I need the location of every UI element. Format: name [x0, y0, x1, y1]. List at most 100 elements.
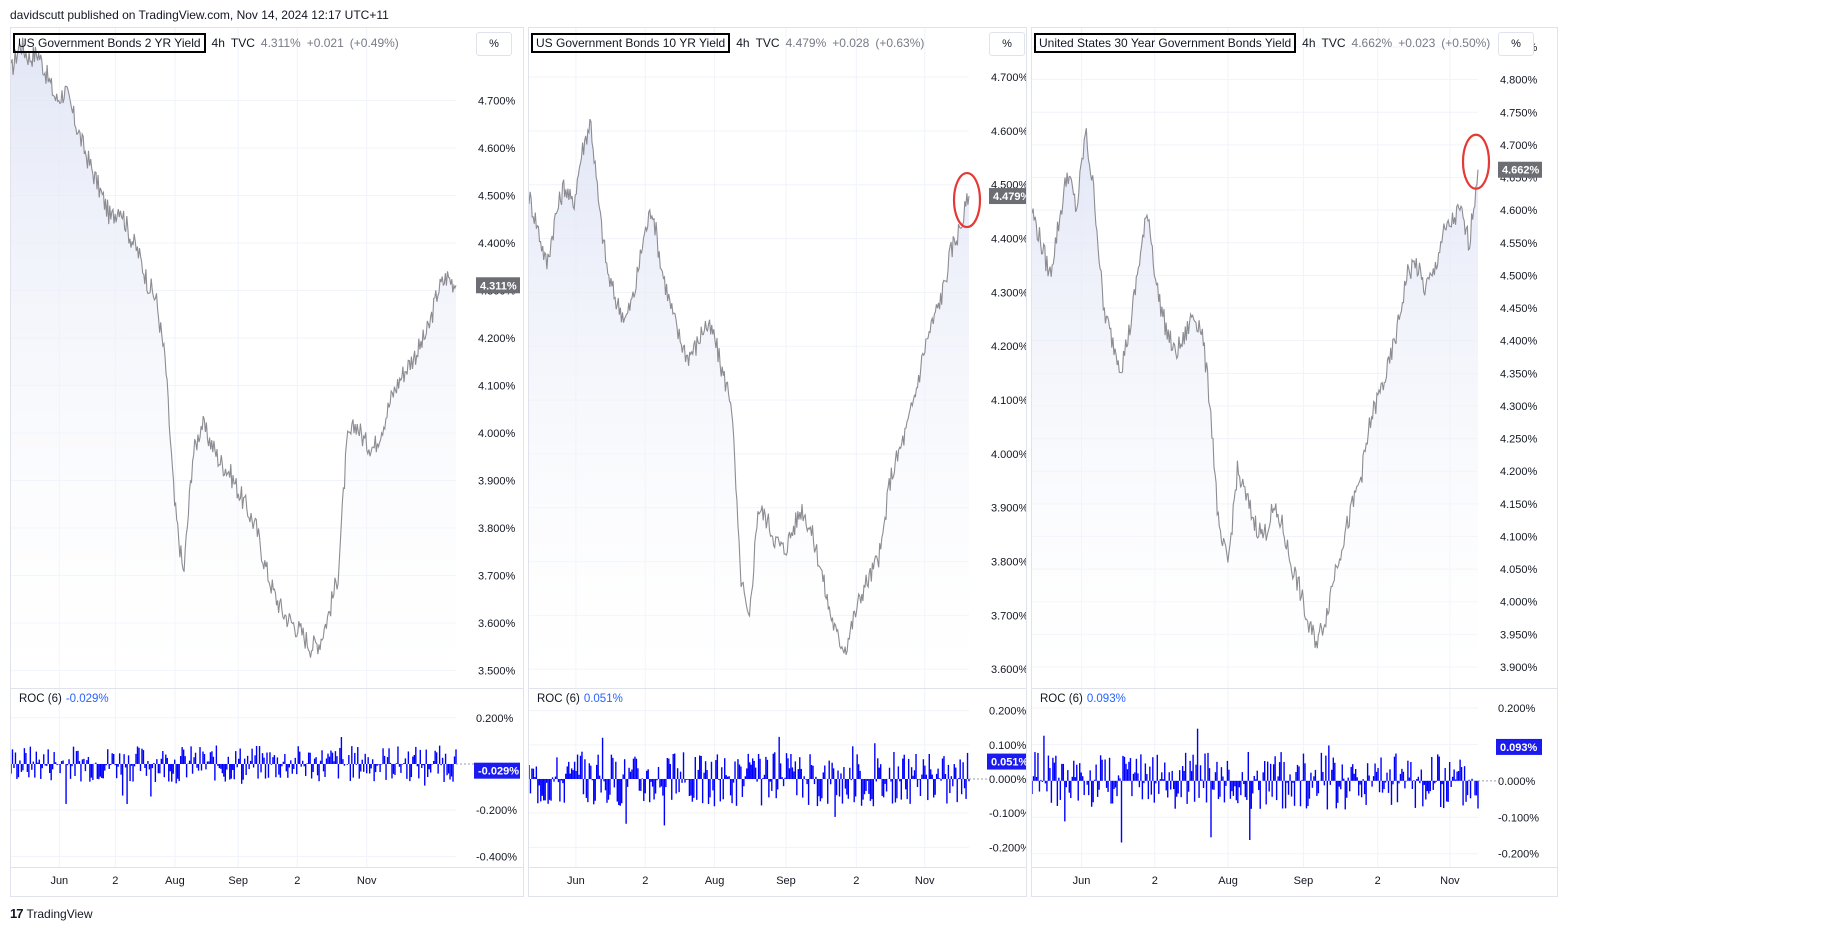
x-tick-label: Nov [357, 875, 377, 887]
roc-chart-svg: 0.200% -0.200% -0.400% -0.029% [10, 689, 520, 867]
price-area [1032, 128, 1478, 680]
symbol-title[interactable]: US Government Bonds 10 YR Yield [531, 33, 731, 53]
last-price-label: 4.311% [480, 280, 517, 292]
roc-tick-label: 0.100% [989, 740, 1026, 752]
roc-value-label: -0.029% [478, 766, 519, 778]
y-tick-label: 3.950% [1500, 629, 1538, 641]
roc-label: ROC (6) [537, 693, 580, 705]
y-tick-label: 4.150% [1500, 499, 1538, 511]
price-pane[interactable]: 4.700%4.600%4.500%4.400%4.300%4.200%4.10… [10, 28, 523, 689]
chart-panel[interactable]: 4.700%4.600%4.500%4.400%4.300%4.200%4.10… [10, 27, 524, 897]
price-pane[interactable]: 4.850%4.800%4.750%4.700%4.650%4.600%4.55… [1031, 28, 1557, 689]
price-line [10, 37, 457, 658]
y-tick-label: 4.100% [478, 381, 516, 393]
y-tick-label: 3.700% [991, 610, 1026, 622]
x-tick-label: 2 [853, 875, 859, 887]
change-value: +0.023 [1398, 36, 1436, 50]
roc-value: 0.093% [1086, 693, 1126, 705]
y-tick-label: 3.900% [1500, 662, 1538, 674]
source-label: TVC [755, 36, 780, 50]
y-tick-label: 4.700% [991, 72, 1026, 84]
interval-label: 4h [211, 36, 225, 50]
y-tick-label: 4.600% [991, 126, 1026, 138]
y-tick-label: 4.550% [1500, 238, 1538, 250]
change-value: +0.021 [306, 36, 344, 50]
series-legend[interactable]: US Government Bonds 10 YR Yield 4h TVC 4.47… [531, 33, 924, 53]
last-price-label: 4.479% [993, 191, 1026, 203]
published-line: davidscutt published on TradingView.com,… [10, 8, 389, 22]
chart-panel[interactable]: 4.850%4.800%4.750%4.700%4.650%4.600%4.55… [1031, 27, 1558, 897]
percent-scale-button[interactable]: % [989, 32, 1025, 56]
y-tick-label: 4.200% [1500, 466, 1538, 478]
interval-label: 4h [736, 36, 750, 50]
roc-value-label-bg [474, 762, 520, 779]
x-tick-label: Jun [567, 875, 585, 887]
x-tick-label: Aug [1218, 875, 1238, 887]
highlight-circle [952, 171, 982, 229]
y-tick-label: 4.600% [1500, 205, 1538, 217]
last-price-label-bg [476, 277, 520, 294]
last-value: 4.662% [1351, 36, 1393, 50]
roc-pane[interactable]: 0.200% 0.100% 0.000% -0.100% -0.200% 0.051% RO… [528, 689, 1033, 868]
symbol-title[interactable]: US Government Bonds 2 YR Yield [13, 33, 206, 53]
x-tick-label: Jun [50, 875, 68, 887]
x-tick-label: Sep [1294, 875, 1314, 887]
y-tick-label: 4.750% [1500, 107, 1538, 119]
y-tick-label: 4.400% [991, 234, 1026, 246]
y-tick-label: 3.700% [478, 571, 516, 583]
x-tick-label: Sep [228, 875, 248, 887]
last-value: 4.311% [260, 36, 301, 50]
y-tick-label: 4.500% [478, 191, 516, 203]
roc-legend[interactable]: ROC (6) 0.051% [537, 693, 623, 705]
change-percent: (+0.63%) [875, 36, 925, 50]
price-chart-svg: 4.700%4.600%4.500%4.400%4.300%4.200%4.10… [10, 28, 520, 688]
y-tick-label: 4.000% [991, 449, 1026, 461]
chart-panel[interactable]: 4.700%4.600%4.500%4.400%4.300%4.200%4.10… [528, 27, 1033, 897]
y-tick-label: 3.600% [991, 664, 1026, 676]
time-axis[interactable]: Jun 2 Aug Sep 2 Nov [529, 868, 1026, 896]
symbol-title[interactable]: United States 30 Year Government Bonds Y… [1034, 33, 1297, 53]
roc-label: ROC (6) [1040, 693, 1083, 705]
time-axis[interactable]: Jun 2 Aug Sep 2 Nov [11, 868, 523, 896]
time-axis-svg: Jun 2 Aug Sep 2 Nov [50, 875, 377, 887]
roc-legend[interactable]: ROC (6) -0.029% [19, 693, 109, 705]
y-tick-label: 4.050% [1500, 564, 1538, 576]
y-tick-label: 4.700% [1500, 140, 1538, 152]
footer-brand[interactable]: 17 TradingView [10, 906, 93, 921]
y-tick-label: 3.500% [478, 666, 516, 678]
roc-value: -0.029% [65, 693, 109, 705]
roc-value-label-bg [987, 753, 1033, 770]
y-tick-label: 4.450% [1500, 303, 1538, 315]
y-tick-label: 4.250% [1500, 434, 1538, 446]
roc-pane[interactable]: 0.200% -0.200% -0.400% -0.029% ROC (6) -0.029… [10, 689, 523, 868]
x-tick-label: Nov [1440, 875, 1460, 887]
price-pane[interactable]: 4.700%4.600%4.500%4.400%4.300%4.200%4.10… [528, 28, 1033, 689]
roc-pane[interactable]: 0.200%0.100%0.000%-0.100%-0.200%0.093%RO… [1031, 689, 1557, 868]
series-legend[interactable]: United States 30 Year Government Bonds Y… [1034, 33, 1490, 53]
roc-chart-svg: 0.200% 0.100% 0.000% -0.100% -0.200% 0.051% [528, 689, 1033, 867]
y-tick-label: 3.800% [478, 523, 516, 535]
tradingview-logo-icon: 17 [10, 906, 24, 921]
roc-tick-label: -0.100% [1498, 812, 1539, 824]
roc-tick-label: 0.000% [1498, 776, 1536, 788]
y-tick-label: 4.300% [1500, 401, 1538, 413]
y-tick-label: 4.000% [478, 428, 516, 440]
last-price-label: 4.662% [1502, 165, 1540, 177]
y-tick-label: 4.000% [1500, 597, 1538, 609]
y-tick-label: 4.400% [478, 238, 516, 250]
last-value: 4.479% [785, 36, 827, 50]
y-tick-label: 4.200% [991, 341, 1026, 353]
series-legend[interactable]: US Government Bonds 2 YR Yield 4h TVC 4.311… [13, 33, 399, 53]
x-tick-label: 2 [112, 875, 118, 887]
roc-tick-label: -0.200% [989, 842, 1026, 854]
roc-legend[interactable]: ROC (6) 0.093% [1040, 693, 1126, 705]
x-tick-label: Aug [165, 875, 185, 887]
last-price-label-bg [989, 188, 1033, 205]
percent-scale-button[interactable]: % [476, 32, 512, 56]
roc-chart-svg: 0.200%0.100%0.000%-0.100%-0.200%0.093% [1031, 689, 1542, 867]
x-tick-label: 2 [1375, 875, 1381, 887]
roc-tick-label: -0.200% [476, 805, 517, 817]
percent-scale-button[interactable]: % [1498, 32, 1534, 56]
time-axis[interactable]: Jun 2 Aug Sep 2 Nov [1032, 868, 1557, 896]
price-line [528, 118, 970, 656]
